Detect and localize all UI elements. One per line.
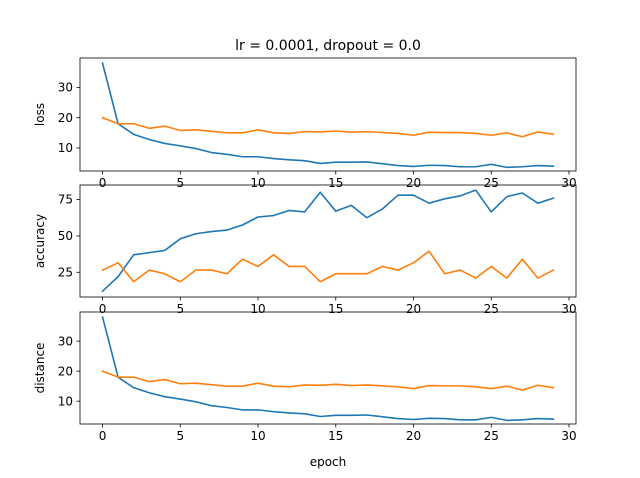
x-tick-label: 30 [561,302,576,316]
y-axis-label: accuracy [33,214,47,268]
x-tick-label: 0 [99,176,107,190]
plot-frame [79,184,577,298]
subplot-2: 0 5 10 15 20 25 30 25 50 75 accuracy [33,184,577,316]
series-line-2 [101,370,555,391]
x-tick-label: 10 [250,429,265,443]
x-tick-label: 20 [406,176,421,190]
chart-title: lr = 0.0001, dropout = 0.0 [235,38,421,54]
plot-frame [79,57,577,172]
plot-frame [79,311,577,425]
series-line-1 [101,316,555,422]
y-tick-label: 20 [58,364,73,378]
series-line-1 [101,189,555,293]
x-tick-label: 25 [484,302,499,316]
x-tick-label: 15 [328,302,343,316]
subplot-1: 0 5 10 15 20 25 30 10 20 30 loss [33,57,577,190]
y-tick-label: 10 [58,394,73,408]
y-tick-label: 50 [58,229,73,243]
x-tick-label: 10 [250,302,265,316]
x-axis-label: epoch [310,455,347,469]
x-tick-label: 5 [176,302,184,316]
x-tick-label: 20 [406,429,421,443]
x-tick-label: 15 [328,176,343,190]
y-axis-label: distance [33,343,47,394]
x-tick-label: 25 [484,176,499,190]
x-tick-label: 0 [99,302,107,316]
series-line-1 [101,62,555,169]
x-tick-label: 30 [561,176,576,190]
series-line-2 [101,116,555,138]
y-tick-label: 30 [58,81,73,95]
y-tick-label: 30 [58,334,73,348]
subplot-3: 0 5 10 15 20 25 30 10 20 30 distance epoch [33,311,577,469]
x-tick-label: 20 [406,302,421,316]
y-tick-label: 20 [58,111,73,125]
y-tick-label: 75 [58,193,73,207]
x-tick-label: 10 [250,176,265,190]
x-tick-label: 25 [484,429,499,443]
y-axis-label: loss [33,103,47,126]
x-tick-label: 0 [99,429,107,443]
y-tick-label: 25 [58,265,73,279]
x-tick-label: 5 [176,176,184,190]
y-tick-label: 10 [58,141,73,155]
series-line-2 [101,250,555,283]
x-tick-label: 30 [561,429,576,443]
x-tick-label: 15 [328,429,343,443]
x-tick-label: 5 [176,429,184,443]
